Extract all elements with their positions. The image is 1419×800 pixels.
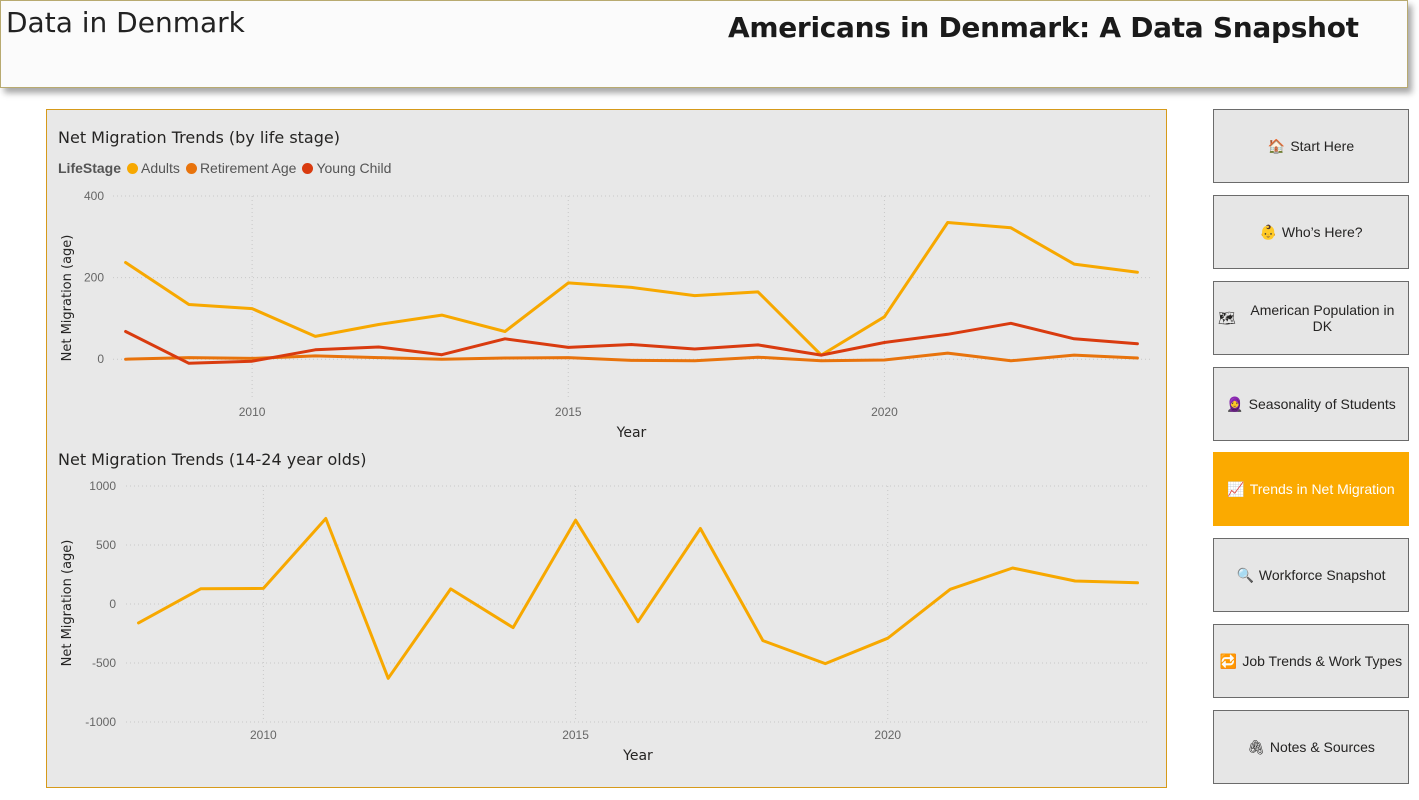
x-tick-label: 2020 (871, 405, 898, 419)
report-header: Data in Denmark Americans in Denmark: A … (0, 0, 1408, 88)
series-line-series (137, 517, 1139, 680)
nav-button-label: Notes & Sources (1269, 739, 1375, 755)
legend-dot-adults (127, 162, 139, 174)
legend-dot-young-child (302, 162, 314, 174)
nav-button-label: Seasonality of Students (1248, 396, 1396, 412)
magnifier-icon: 🔍 (1236, 566, 1254, 583)
x-axis-label: Year (622, 748, 653, 764)
y-tick-label: 400 (84, 189, 104, 203)
series-line-retirement-age (124, 351, 1139, 363)
nav-button-label: Who’s Here? (1281, 224, 1363, 240)
legend-life-stage: LifeStage Adults Retirement Age Young Ch… (58, 160, 397, 176)
legend-label-adults: Adults (141, 160, 180, 176)
nav-button-notes-sources[interactable]: 🖇 Notes & Sources (1213, 710, 1409, 784)
legend-item-young-child[interactable]: Young Child (302, 160, 391, 176)
nav-button-who-s-here[interactable]: 👶 Who’s Here? (1213, 195, 1409, 269)
nav-button-trends-in-net-migration[interactable]: 📈 Trends in Net Migration (1213, 452, 1409, 526)
chart-title-life-stage: Net Migration Trends (by life stage) (58, 128, 340, 147)
y-tick-label: 0 (109, 597, 116, 611)
nav-button-label: Workforce Snapshot (1258, 567, 1386, 583)
nav-button-start-here[interactable]: 🏠 Start Here (1213, 109, 1409, 183)
legend-label-retirement-age: Retirement Age (199, 160, 297, 176)
nav-button-label: Trends in Net Migration (1249, 481, 1395, 497)
map-icon: 🗺 (1218, 309, 1236, 326)
series-line-young-child (124, 321, 1139, 365)
x-tick-label: 2015 (562, 728, 589, 742)
paperclip-icon: 🖇 (1247, 738, 1265, 755)
report-canvas (46, 109, 1167, 788)
nav-button-workforce-snapshot[interactable]: 🔍 Workforce Snapshot (1213, 538, 1409, 612)
chart-increasing-icon: 📈 (1227, 480, 1245, 497)
series-line-adults (124, 221, 1139, 357)
legend-title: LifeStage (58, 160, 122, 176)
y-tick-label: -500 (92, 656, 116, 670)
y-tick-label: 500 (96, 538, 116, 552)
house-icon: 🏠 (1267, 137, 1286, 154)
legend-item-retirement-age[interactable]: Retirement Age (185, 160, 297, 176)
y-tick-label: 0 (97, 352, 104, 366)
baby-icon: 👶 (1259, 223, 1277, 240)
student-icon: 🧕 (1226, 395, 1244, 412)
legend-dot-retirement-age (185, 162, 197, 174)
y-axis-label: Net Migration (age) (60, 235, 75, 362)
nav-button-american-population-in-dk[interactable]: 🗺 American Population in DK (1213, 281, 1409, 355)
chart-title-14-24: Net Migration Trends (14-24 year olds) (58, 450, 367, 469)
nav-button-label: Job Trends & Work Types (1242, 653, 1403, 669)
x-tick-label: 2010 (239, 405, 266, 419)
x-tick-label: 2020 (874, 728, 901, 742)
y-tick-label: -1000 (85, 715, 116, 729)
repeat-icon: 🔁 (1219, 652, 1238, 669)
y-tick-label: 200 (84, 271, 104, 285)
legend-item-adults[interactable]: Adults (127, 160, 180, 176)
site-title: Data in Denmark (6, 6, 245, 39)
x-tick-label: 2010 (250, 728, 277, 742)
nav-button-label: American Population in DK (1250, 302, 1395, 334)
y-tick-label: 1000 (89, 479, 116, 493)
x-tick-label: 2015 (555, 405, 582, 419)
y-axis-label: Net Migration (age) (60, 540, 75, 667)
legend-label-young-child: Young Child (316, 160, 392, 176)
x-axis-label: Year (616, 425, 647, 441)
nav-button-label: Start Here (1290, 138, 1355, 154)
nav-button-job-trends-work-types[interactable]: 🔁 Job Trends & Work Types (1213, 624, 1409, 698)
nav-button-seasonality-of-students[interactable]: 🧕 Seasonality of Students (1213, 367, 1409, 441)
page-title: Americans in Denmark: A Data Snapshot (728, 11, 1359, 44)
